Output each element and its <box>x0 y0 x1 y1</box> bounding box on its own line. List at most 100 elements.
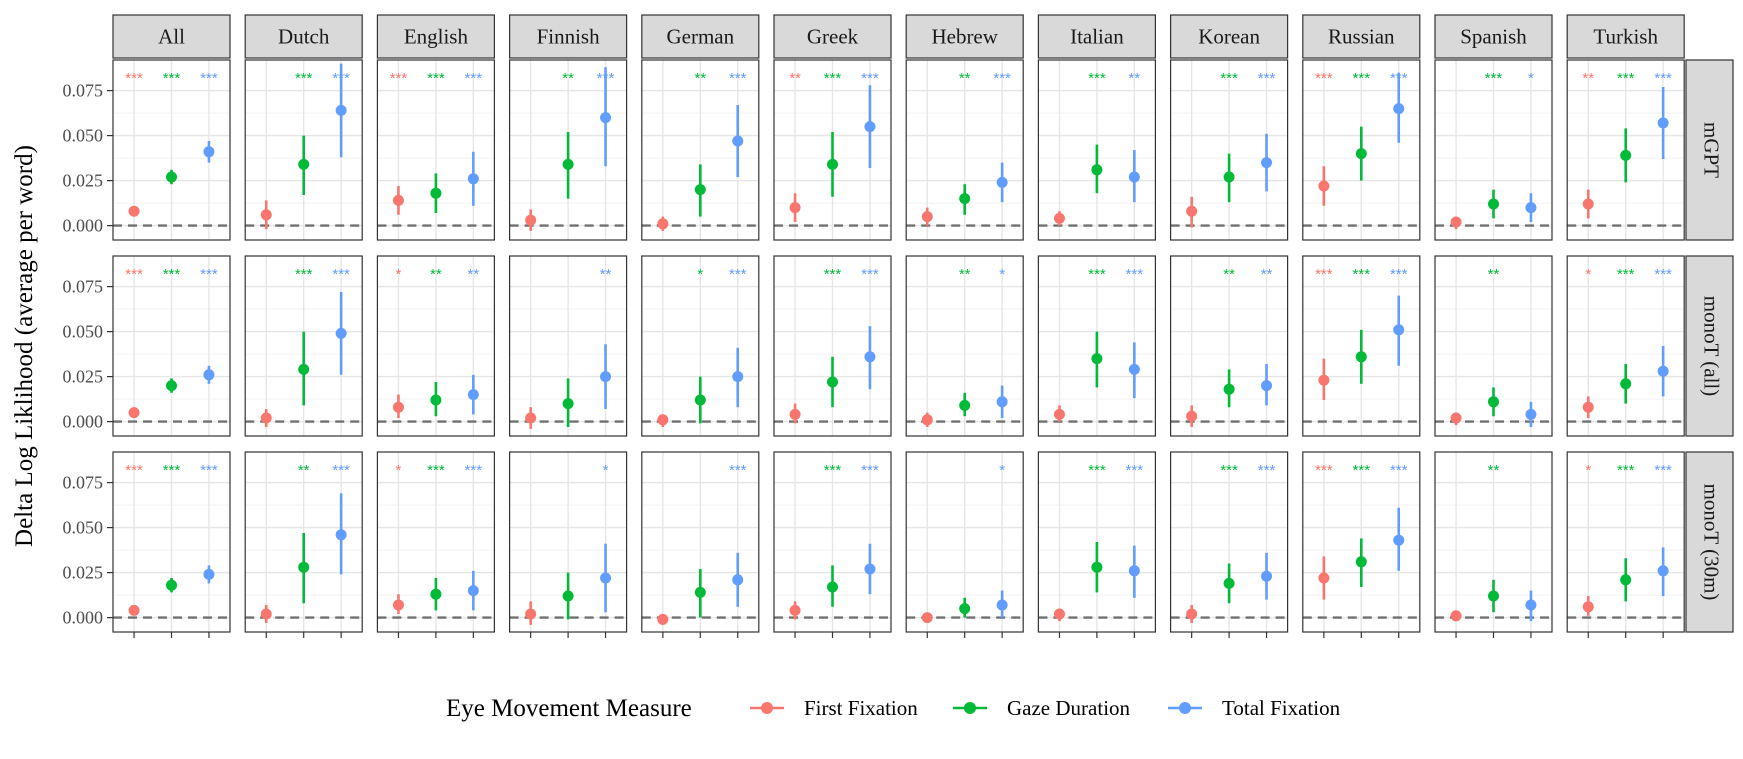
data-point <box>1186 205 1198 217</box>
y-tick-label: 0.000 <box>63 216 104 236</box>
data-point <box>694 394 706 406</box>
data-point <box>1186 410 1198 422</box>
panel-border <box>509 59 628 241</box>
significance-label: * <box>999 462 1005 479</box>
data-point <box>1318 572 1330 584</box>
data-point <box>1261 157 1273 169</box>
significance-label: *** <box>1126 462 1144 479</box>
data-point <box>1091 164 1103 176</box>
data-point <box>1393 324 1405 336</box>
data-point <box>732 371 744 383</box>
data-point <box>1355 148 1367 160</box>
data-point <box>1488 198 1499 210</box>
column-strip <box>376 14 495 59</box>
data-point <box>467 173 479 185</box>
data-point <box>203 369 215 381</box>
data-point <box>1261 380 1273 392</box>
data-point <box>392 599 404 611</box>
data-point <box>1393 103 1405 115</box>
data-point <box>864 121 876 133</box>
panel-border <box>641 255 760 437</box>
significance-label: *** <box>1654 266 1672 283</box>
data-point <box>1223 383 1235 395</box>
data-point <box>562 590 574 602</box>
row-strip <box>1685 451 1734 633</box>
data-point <box>864 351 876 363</box>
data-point <box>1261 570 1273 582</box>
data-point <box>959 399 971 411</box>
significance-label: *** <box>1315 266 1333 283</box>
significance-label: ** <box>1582 70 1594 87</box>
data-point <box>1223 577 1235 589</box>
data-point <box>732 574 744 586</box>
column-strip <box>1302 14 1421 59</box>
data-point <box>1525 202 1537 214</box>
significance-label: *** <box>295 70 313 87</box>
data-point <box>335 529 347 541</box>
data-point <box>1582 601 1594 613</box>
panel-border <box>641 59 760 241</box>
data-point <box>921 612 933 624</box>
panel-border <box>1566 255 1685 437</box>
column-strip-label: Spanish <box>1460 25 1527 49</box>
y-axis-title: Delta Log Liklihood (average per word) <box>11 145 38 547</box>
data-point <box>1450 216 1462 228</box>
significance-label: *** <box>1315 462 1333 479</box>
data-point <box>959 193 971 205</box>
significance-label: ** <box>600 266 612 283</box>
row-strip-label: monoT (30m) <box>1700 484 1724 601</box>
data-point <box>827 376 838 388</box>
significance-label: *** <box>824 70 842 87</box>
legend-item-label: Total Fixation <box>1222 696 1341 720</box>
column-strip <box>1566 14 1685 59</box>
data-point <box>260 412 272 424</box>
data-point <box>600 371 612 383</box>
panel-border <box>1169 59 1289 241</box>
y-tick-label: 0.000 <box>63 608 104 628</box>
significance-label: *** <box>1088 266 1106 283</box>
significance-label: *** <box>163 462 181 479</box>
data-point <box>996 176 1008 188</box>
column-strip-label: Dutch <box>278 25 330 49</box>
significance-label: * <box>603 462 609 479</box>
data-point <box>203 568 215 580</box>
column-strip-label: Finnish <box>537 25 601 49</box>
significance-label: ** <box>562 70 574 87</box>
data-point <box>1525 599 1537 611</box>
data-point <box>1657 365 1669 377</box>
significance-label: *** <box>1353 70 1371 87</box>
data-point <box>694 184 706 196</box>
significance-label: *** <box>332 266 350 283</box>
panel-border <box>1302 255 1421 437</box>
data-point <box>996 599 1008 611</box>
data-point <box>1355 351 1367 363</box>
significance-label: ** <box>430 266 442 283</box>
significance-label: *** <box>332 70 350 87</box>
data-point <box>467 389 479 401</box>
panel-border <box>773 255 892 437</box>
panel-border <box>244 59 363 241</box>
data-point <box>1488 396 1499 408</box>
significance-label: * <box>396 462 402 479</box>
data-point <box>959 603 971 615</box>
data-point <box>1223 171 1235 183</box>
data-point <box>827 158 838 170</box>
significance-label: ** <box>789 70 801 87</box>
y-tick-label: 0.050 <box>63 322 104 342</box>
panel-border <box>905 59 1024 241</box>
significance-label: *** <box>125 266 143 283</box>
data-point <box>1450 610 1462 622</box>
data-point <box>600 572 612 584</box>
panel-border <box>1169 255 1289 437</box>
column-strip-label: All <box>158 25 185 49</box>
data-point <box>525 412 537 424</box>
data-point <box>657 218 669 230</box>
column-strip-label: Russian <box>1328 25 1395 49</box>
significance-label: *** <box>427 70 445 87</box>
significance-label: *** <box>1390 462 1408 479</box>
data-point <box>1053 212 1065 224</box>
data-point <box>392 401 404 413</box>
significance-label: *** <box>1258 70 1276 87</box>
